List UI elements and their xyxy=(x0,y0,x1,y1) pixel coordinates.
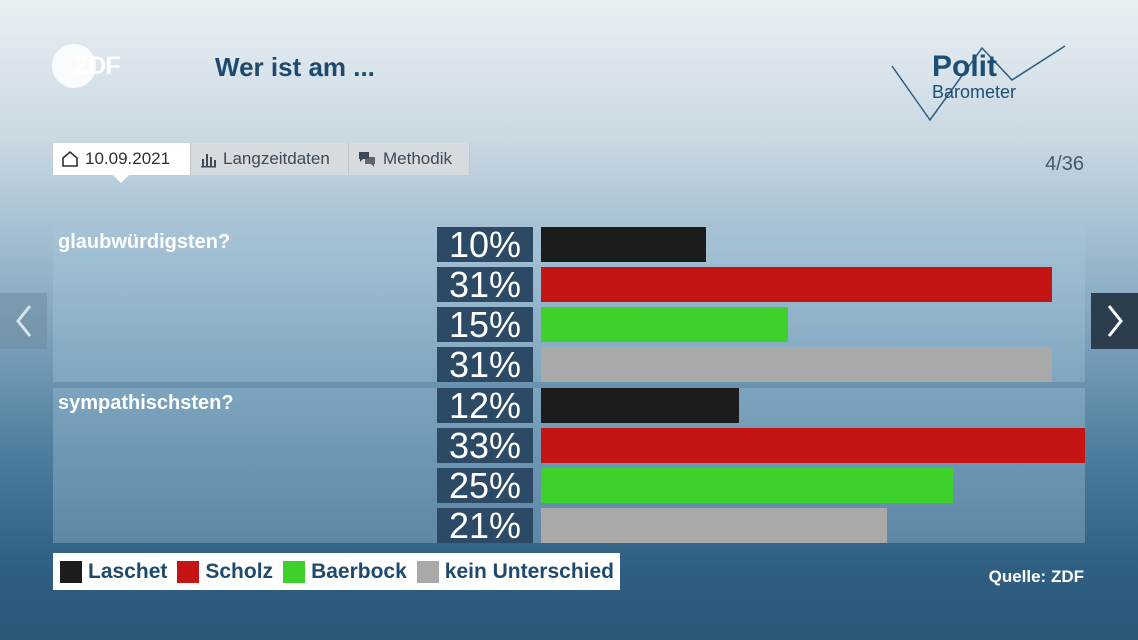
politbarometer-word-barometer: Barometer xyxy=(932,82,1017,102)
tab-langzeitdaten[interactable]: Langzeitdaten xyxy=(191,143,349,175)
legend-item: Baerbock xyxy=(283,560,407,584)
legend-swatch xyxy=(177,560,200,583)
bar-row: 31% xyxy=(437,267,1085,303)
bar-row: 10% xyxy=(437,227,1085,263)
percent-label: 33% xyxy=(437,428,533,464)
legend-label: Scholz xyxy=(205,559,274,583)
bar-row: 33% xyxy=(437,428,1085,464)
percent-label: 31% xyxy=(437,267,533,303)
bar-row: 15% xyxy=(437,307,1085,343)
legend-swatch xyxy=(283,560,306,583)
politbarometer-word-polit: Polit xyxy=(932,50,997,83)
tab-langzeitdaten-label: Langzeitdaten xyxy=(223,149,330,168)
percent-label: 10% xyxy=(437,227,533,263)
bar-row: 31% xyxy=(437,347,1085,383)
legend-item: Laschet xyxy=(60,560,167,584)
bar xyxy=(541,267,1052,302)
bar xyxy=(541,227,706,262)
legend-swatch xyxy=(60,560,82,583)
chevron-left-icon xyxy=(15,305,31,337)
bar-row: 25% xyxy=(437,468,1085,504)
legend-label: kein Unterschied xyxy=(444,559,615,583)
previous-button[interactable] xyxy=(0,293,47,349)
tab-methodik[interactable]: Methodik xyxy=(349,143,470,175)
bar-chart-icon xyxy=(201,154,216,168)
percent-label: 31% xyxy=(437,347,533,383)
zdf-logo-circle xyxy=(52,44,96,88)
chat-icon xyxy=(359,152,375,167)
legend-label: Baerbock xyxy=(311,559,407,583)
tab-methodik-label: Methodik xyxy=(383,149,452,168)
legend-swatch xyxy=(416,560,439,583)
question-label: sympathischsten? xyxy=(58,392,234,414)
bar-row: 12% xyxy=(437,388,1085,424)
legend-item: Scholz xyxy=(177,560,273,584)
question-group-glaubwuerdigsten: glaubwürdigsten? 10% 31% 15% 31% xyxy=(53,227,1085,383)
chevron-right-icon xyxy=(1107,305,1123,337)
question-label: glaubwürdigsten? xyxy=(58,231,231,253)
next-button[interactable] xyxy=(1091,293,1138,349)
tab-date-label: 10.09.2021 xyxy=(85,149,171,168)
tab-bar: 10.09.2021 Langzeitdaten Methodik xyxy=(53,143,470,183)
politbarometer-logo: Polit Barometer xyxy=(890,42,1070,124)
page-title: Wer ist am ... xyxy=(215,52,375,82)
politbarometer-zigzag xyxy=(891,45,1066,122)
source-label: Quelle: ZDF xyxy=(988,567,1084,586)
zdf-logo-text: ZDF xyxy=(74,52,121,80)
bar xyxy=(541,307,788,342)
page-counter: 4/36 xyxy=(1045,153,1084,175)
bar xyxy=(541,388,739,423)
percent-label: 15% xyxy=(437,307,533,343)
bar xyxy=(541,468,953,503)
tab-date[interactable]: 10.09.2021 xyxy=(53,143,191,183)
legend-label: Laschet xyxy=(88,559,168,583)
bar xyxy=(541,428,1085,463)
bar xyxy=(541,347,1052,382)
percent-label: 12% xyxy=(437,388,533,424)
percent-label: 21% xyxy=(437,508,533,544)
zdf-logo: ZDF xyxy=(52,44,142,88)
bar xyxy=(541,508,887,543)
question-group-sympathischsten: sympathischsten? 12% 33% 25% 21% xyxy=(53,388,1085,544)
percent-label: 25% xyxy=(437,468,533,504)
legend: Laschet Scholz Baerbock kein Unterschied xyxy=(53,553,621,590)
legend-item: kein Unterschied xyxy=(416,559,615,584)
bar-row: 21% xyxy=(437,508,1085,544)
home-icon xyxy=(62,150,78,167)
